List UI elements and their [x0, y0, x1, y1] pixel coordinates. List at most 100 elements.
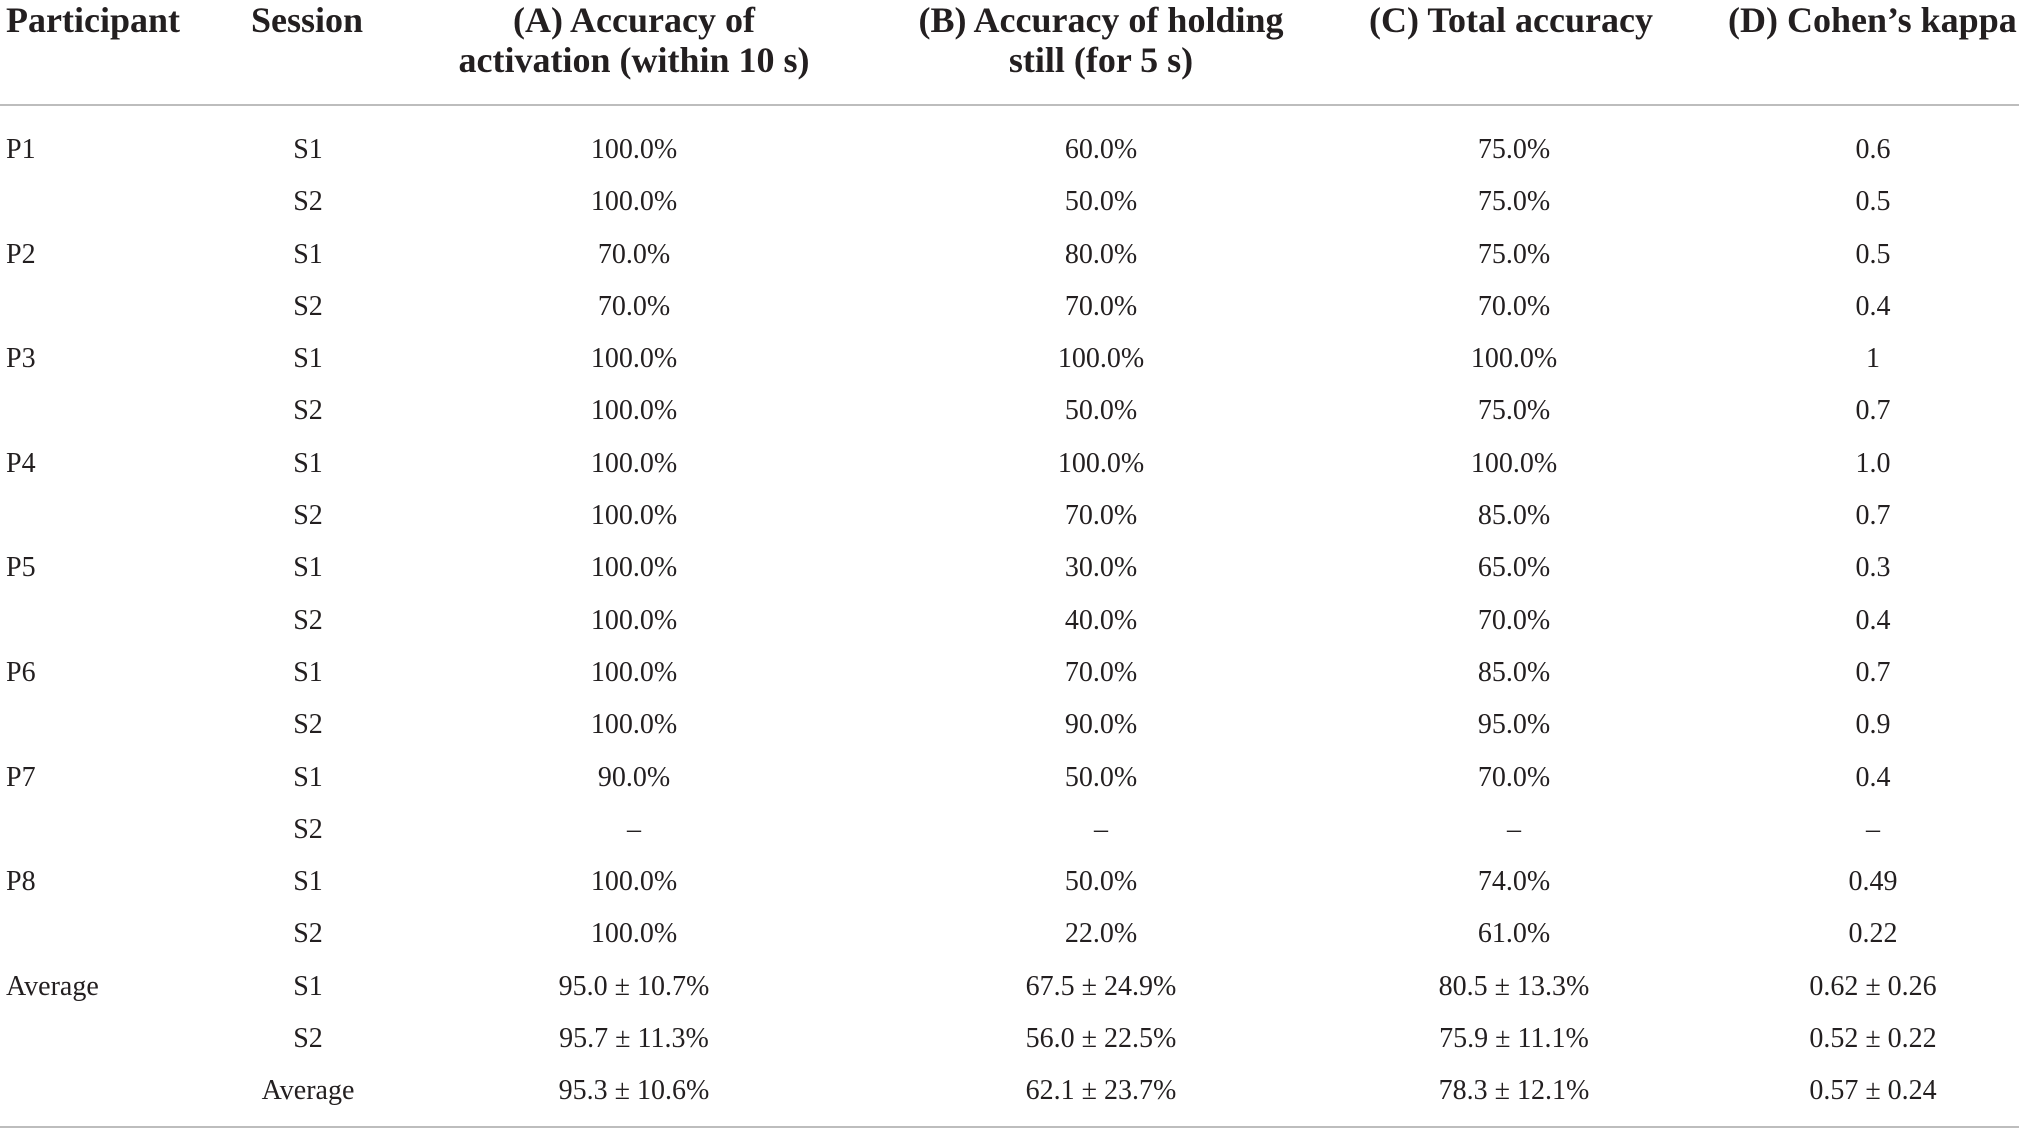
- header-accuracy-holding: (B) Accuracy of holding still (for 5 s): [901, 0, 1301, 80]
- cell-accuracy-holding: 80.0%: [1064, 238, 1138, 270]
- cell-cohens-kappa: 1: [1866, 343, 1880, 375]
- table-header: Participant Session (A) Accuracy of acti…: [0, 0, 2019, 104]
- cell-accuracy-holding: 30.0%: [1064, 552, 1138, 584]
- cell-participant: P1: [6, 134, 36, 165]
- cell-accuracy-activation: 95.0 ± 10.7%: [558, 970, 710, 1002]
- cell-accuracy-activation: 100.0%: [590, 186, 678, 218]
- cell-total-accuracy: 100.0%: [1470, 343, 1558, 375]
- header-accuracy-activation-line1: (A) Accuracy of: [513, 0, 755, 40]
- cell-session: Average: [261, 1075, 355, 1107]
- table-row: P2 S1 70.0% 80.0% 75.0% 0.5: [0, 229, 2019, 281]
- cell-total-accuracy: 75.0%: [1477, 238, 1551, 270]
- table-row: S2 95.7 ± 11.3% 56.0 ± 22.5% 75.9 ± 11.1% 0.…: [0, 1013, 2019, 1065]
- cell-accuracy-activation: 100.0%: [590, 134, 678, 165]
- cell-session: S1: [293, 238, 323, 270]
- cell-cohens-kappa: 0.4: [1855, 604, 1891, 636]
- cell-total-accuracy: 70.0%: [1477, 761, 1551, 793]
- cell-cohens-kappa: 0.4: [1855, 290, 1891, 322]
- table-row: S2 100.0% 50.0% 75.0% 0.7: [0, 385, 2019, 437]
- cell-accuracy-holding: 70.0%: [1064, 500, 1138, 532]
- cell-total-accuracy: 70.0%: [1477, 290, 1551, 322]
- cell-total-accuracy: 100.0%: [1470, 447, 1558, 479]
- table-row: Average 95.3 ± 10.6% 62.1 ± 23.7% 78.3 ± 12…: [0, 1065, 2019, 1117]
- cell-cohens-kappa: 0.3: [1855, 552, 1891, 584]
- table-row: P3 S1 100.0% 100.0% 100.0% 1: [0, 333, 2019, 385]
- cell-accuracy-activation: 95.3 ± 10.6%: [558, 1075, 710, 1107]
- table-row: Average S1 95.0 ± 10.7% 67.5 ± 24.9% 80.5 ± …: [0, 961, 2019, 1013]
- cell-accuracy-activation: 90.0%: [597, 761, 671, 793]
- cell-accuracy-activation: 100.0%: [590, 447, 678, 479]
- cell-accuracy-holding: 56.0 ± 22.5%: [1025, 1023, 1177, 1055]
- table-row: P8 S1 100.0% 50.0% 74.0% 0.49: [0, 856, 2019, 908]
- cell-cohens-kappa: 0.6: [1855, 134, 1891, 165]
- cell-total-accuracy: 75.0%: [1477, 134, 1551, 165]
- cell-cohens-kappa: 0.22: [1848, 918, 1898, 950]
- cell-session: S1: [293, 552, 323, 584]
- cell-cohens-kappa: 0.57 ± 0.24: [1809, 1075, 1937, 1107]
- cell-participant: P2: [6, 238, 36, 270]
- cell-cohens-kappa: 1.0: [1855, 447, 1891, 479]
- cell-accuracy-holding: 90.0%: [1064, 709, 1138, 741]
- table-row: P1 S1 100.0% 60.0% 75.0% 0.6: [0, 124, 2019, 176]
- cell-cohens-kappa: 0.4: [1855, 761, 1891, 793]
- cell-cohens-kappa: 0.49: [1848, 866, 1898, 898]
- cell-cohens-kappa: –: [1866, 813, 1880, 845]
- cell-total-accuracy: 75.0%: [1477, 395, 1551, 427]
- cell-session: S2: [293, 395, 323, 427]
- cell-session: S2: [293, 290, 323, 322]
- cell-session: S1: [293, 656, 323, 688]
- table-row: S2 100.0% 70.0% 85.0% 0.7: [0, 490, 2019, 542]
- cell-participant: P6: [6, 656, 36, 688]
- cell-session: S2: [293, 709, 323, 741]
- cell-total-accuracy: 75.9 ± 11.1%: [1439, 1023, 1589, 1055]
- cell-accuracy-holding: 50.0%: [1064, 866, 1138, 898]
- cell-accuracy-activation: 100.0%: [590, 918, 678, 950]
- cell-accuracy-holding: 22.0%: [1064, 918, 1138, 950]
- cell-session: S1: [293, 970, 323, 1002]
- header-divider: [0, 104, 2019, 106]
- cell-accuracy-holding: 100.0%: [1057, 447, 1145, 479]
- cell-accuracy-activation: 100.0%: [590, 500, 678, 532]
- cell-session: S1: [293, 866, 323, 898]
- table-row: S2 100.0% 50.0% 75.0% 0.5: [0, 176, 2019, 228]
- cell-accuracy-activation: 100.0%: [590, 343, 678, 375]
- cell-accuracy-holding: 60.0%: [1064, 134, 1138, 165]
- cell-accuracy-holding: 50.0%: [1064, 395, 1138, 427]
- cell-cohens-kappa: 0.52 ± 0.22: [1809, 1023, 1937, 1055]
- cell-accuracy-activation: 70.0%: [597, 238, 671, 270]
- cell-accuracy-activation: 100.0%: [590, 866, 678, 898]
- cell-cohens-kappa: 0.5: [1855, 186, 1891, 218]
- cell-accuracy-activation: 100.0%: [590, 604, 678, 636]
- header-cohens-kappa: (D) Cohen’s kappa: [1728, 0, 2017, 40]
- header-accuracy-activation-line2: activation (within 10 s): [458, 40, 810, 80]
- cell-session: S2: [293, 500, 323, 532]
- cell-participant: P3: [6, 343, 36, 375]
- cell-cohens-kappa: 0.9: [1855, 709, 1891, 741]
- cell-accuracy-activation: 100.0%: [590, 656, 678, 688]
- cell-accuracy-holding: 50.0%: [1064, 761, 1138, 793]
- cell-session: S1: [293, 343, 323, 375]
- header-participant: Participant: [6, 0, 180, 40]
- cell-total-accuracy: 75.0%: [1477, 186, 1551, 218]
- cell-total-accuracy: 95.0%: [1477, 709, 1551, 741]
- table-row: S2 70.0% 70.0% 70.0% 0.4: [0, 281, 2019, 333]
- cell-accuracy-activation: 70.0%: [597, 290, 671, 322]
- table-row: S2 100.0% 40.0% 70.0% 0.4: [0, 595, 2019, 647]
- cell-session: S2: [293, 604, 323, 636]
- header-accuracy-activation: (A) Accuracy of activation (within 10 s): [434, 0, 834, 80]
- cell-cohens-kappa: 0.7: [1855, 656, 1891, 688]
- cell-accuracy-activation: 100.0%: [590, 552, 678, 584]
- cell-total-accuracy: 85.0%: [1477, 500, 1551, 532]
- table-row: S2 100.0% 90.0% 95.0% 0.9: [0, 699, 2019, 751]
- cell-total-accuracy: 78.3 ± 12.1%: [1438, 1075, 1590, 1107]
- cell-session: S1: [293, 447, 323, 479]
- header-accuracy-holding-line1: (B) Accuracy of holding: [918, 0, 1284, 40]
- cell-session: S2: [293, 1023, 323, 1055]
- cell-accuracy-holding: 70.0%: [1064, 656, 1138, 688]
- cell-total-accuracy: 61.0%: [1477, 918, 1551, 950]
- table-row: S2 100.0% 22.0% 61.0% 0.22: [0, 908, 2019, 960]
- cell-total-accuracy: 80.5 ± 13.3%: [1438, 970, 1590, 1002]
- table-row: P6 S1 100.0% 70.0% 85.0% 0.7: [0, 647, 2019, 699]
- cell-accuracy-activation: 95.7 ± 11.3%: [559, 1023, 709, 1055]
